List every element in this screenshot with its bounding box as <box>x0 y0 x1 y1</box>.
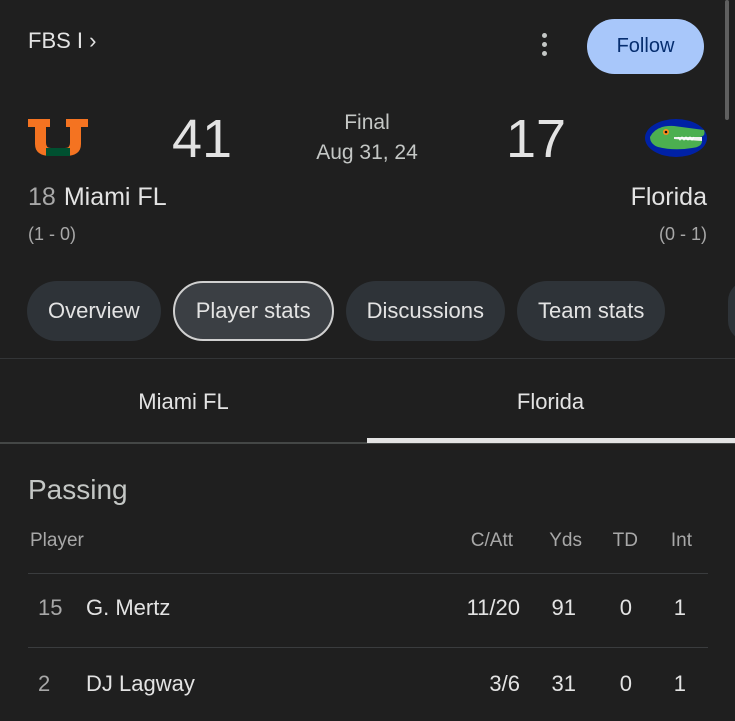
section-chips: Overview Player stats Discussions Team s… <box>27 281 666 341</box>
scrollbar[interactable] <box>725 0 729 120</box>
player-number: 15 <box>38 595 63 620</box>
player-name[interactable]: G. Mertz <box>86 595 171 620</box>
away-team-name[interactable]: Florida <box>630 183 707 211</box>
home-record: (1 - 0) <box>28 224 77 244</box>
stat-int: 1 <box>673 595 686 620</box>
stat-catt: 11/20 <box>466 595 520 620</box>
chip-overflow[interactable] <box>728 281 735 341</box>
tab-miami[interactable]: Miami FL <box>138 389 229 414</box>
chip-team-stats[interactable]: Team stats <box>517 281 666 341</box>
away-record: (0 - 1) <box>658 224 707 244</box>
stat-catt: 3/6 <box>489 671 520 696</box>
tab-florida[interactable]: Florida <box>516 389 585 414</box>
column-header-int: Int <box>670 530 692 551</box>
column-header-player: Player <box>30 530 84 551</box>
stat-int: 1 <box>673 671 686 696</box>
section-title-passing: Passing <box>28 474 128 505</box>
column-header-td: TD <box>612 530 638 551</box>
chip-overview[interactable]: Overview <box>27 281 161 341</box>
divider <box>0 358 735 359</box>
home-team-name[interactable]: 18 Miami FL <box>28 183 167 212</box>
column-header-catt: C/Att <box>470 530 513 551</box>
tab-active-indicator <box>367 438 735 443</box>
home-team-rank: 18 <box>28 183 56 211</box>
miami-u-logo <box>28 119 88 156</box>
gators-logo <box>645 119 707 157</box>
home-team-label: Miami FL <box>63 183 167 211</box>
game-date: Aug 31, 24 <box>316 141 418 164</box>
table-header: Player C/Att Yds TD Int <box>28 530 708 558</box>
chip-discussions[interactable]: Discussions <box>345 281 505 341</box>
tab-divider <box>0 442 735 444</box>
row-divider <box>28 573 708 574</box>
status-label: Final <box>344 111 390 134</box>
away-score: 17 <box>506 109 567 169</box>
stat-td: 0 <box>619 595 632 620</box>
stat-yds: 31 <box>551 671 576 696</box>
stat-td: 0 <box>619 671 632 696</box>
follow-button[interactable]: Follow <box>587 19 704 74</box>
stat-yds: 91 <box>551 595 576 620</box>
table-row[interactable]: 15 G. Mertz 11/20 91 0 1 <box>28 595 708 635</box>
column-header-yds: Yds <box>549 530 582 551</box>
player-name[interactable]: DJ Lagway <box>86 671 195 696</box>
more-options-icon[interactable] <box>532 30 556 58</box>
table-row[interactable]: 2 DJ Lagway 3/6 31 0 1 <box>28 671 708 711</box>
game-status: Final Aug 31, 24 <box>300 108 434 168</box>
row-divider <box>28 647 708 648</box>
league-link[interactable]: FBS I › <box>28 28 97 53</box>
home-score: 41 <box>172 109 233 169</box>
player-number: 2 <box>38 671 51 696</box>
chip-player-stats[interactable]: Player stats <box>172 281 334 341</box>
